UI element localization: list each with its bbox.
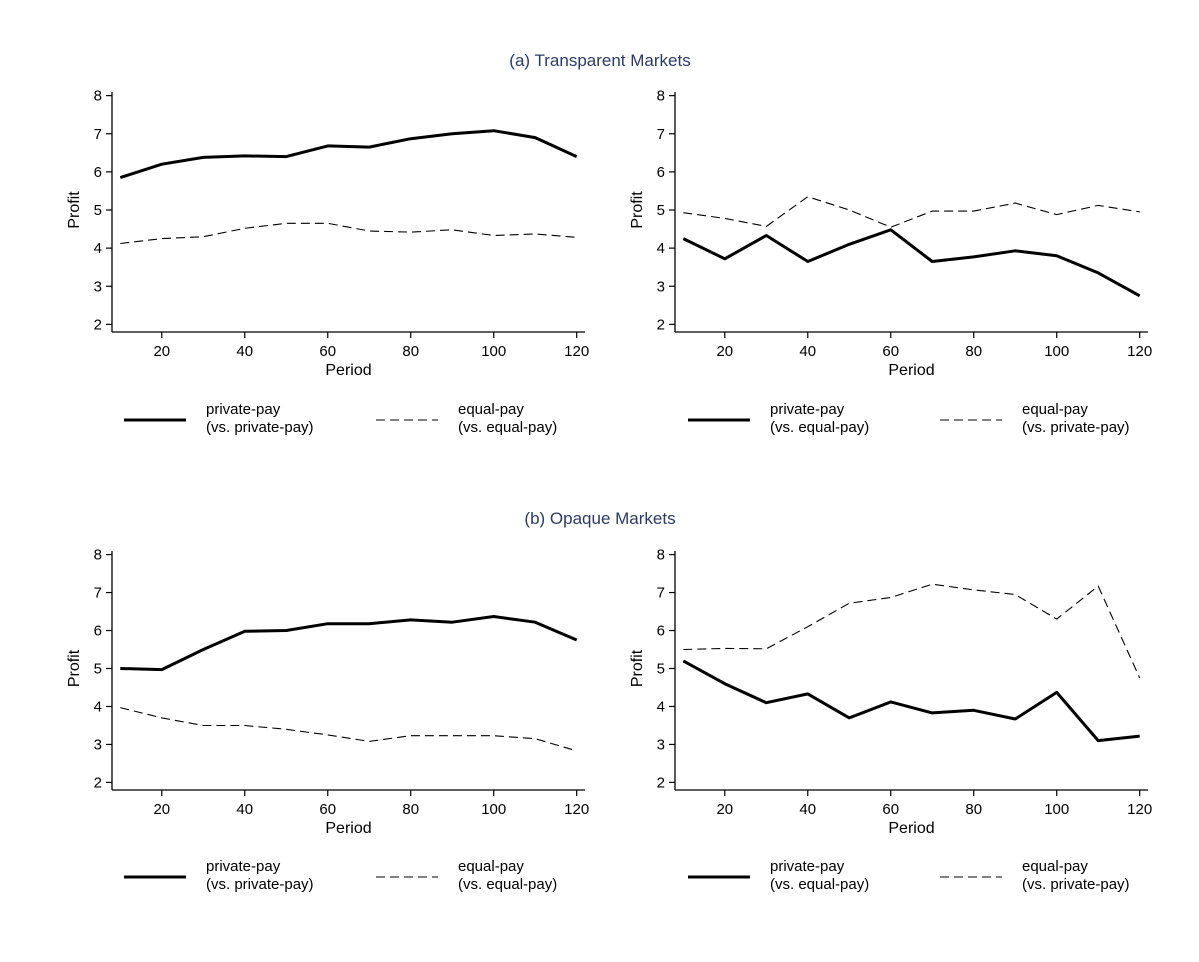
x-tick-label: 120 — [1127, 343, 1152, 360]
legend-label: private-pay (vs. private-pay) — [206, 858, 314, 893]
x-tick-label: 20 — [716, 801, 733, 818]
charts-layer: 2 3 4 5 6 7 8 20 40 60 80 100 120 Period Profit private… — [66, 88, 1152, 893]
legend-label: equal-pay (vs. private-pay) — [1022, 401, 1130, 436]
y-axis-title: Profit — [66, 191, 83, 229]
y-tick-label: 7 — [94, 585, 102, 602]
y-tick-label: 3 — [94, 278, 102, 295]
y-axis-title: Profit — [629, 191, 646, 229]
y-tick-label: 5 — [657, 202, 665, 219]
chart-1: 2 3 4 5 6 7 8 20 40 60 80 100 120 Period Profit private… — [66, 88, 589, 436]
x-tick-label: 120 — [1127, 801, 1152, 818]
y-tick-label: 3 — [657, 278, 665, 295]
y-axis-title: Profit — [66, 649, 83, 687]
x-tick-label: 20 — [153, 801, 170, 818]
legend-label: private-pay (vs. equal-pay) — [770, 401, 869, 436]
y-tick-label: 7 — [657, 126, 665, 143]
x-tick-label: 100 — [481, 801, 506, 818]
x-tick-label: 100 — [481, 343, 506, 360]
legend-label: equal-pay (vs. equal-pay) — [458, 401, 557, 436]
y-tick-label: 8 — [94, 88, 102, 105]
series-line-private-pay — [682, 228, 1141, 298]
y-tick-label: 4 — [94, 698, 102, 715]
x-tick-label: 120 — [564, 801, 589, 818]
y-tick-label: 2 — [657, 774, 665, 791]
series-line-equal-pay — [683, 196, 1140, 228]
y-tick-label: 8 — [657, 88, 665, 105]
x-axis-title: Period — [888, 362, 934, 379]
section-title-transparent: (a) Transparent Markets — [509, 51, 690, 70]
x-tick-label: 60 — [319, 801, 336, 818]
x-tick-label: 100 — [1044, 343, 1069, 360]
chart-4: 2 3 4 5 6 7 8 20 40 60 80 100 120 Period Profit private… — [629, 547, 1152, 893]
y-tick-label: 7 — [657, 585, 665, 602]
y-tick-label: 4 — [657, 698, 665, 715]
legend-label: equal-pay (vs. equal-pay) — [458, 858, 557, 893]
chart-3: 2 3 4 5 6 7 8 20 40 60 80 100 120 Period Profit private… — [66, 547, 589, 893]
x-tick-label: 120 — [564, 343, 589, 360]
x-tick-label: 60 — [882, 801, 899, 818]
x-tick-label: 40 — [236, 801, 253, 818]
y-tick-label: 4 — [94, 240, 102, 257]
x-tick-label: 100 — [1044, 801, 1069, 818]
y-tick-label: 6 — [94, 623, 102, 640]
y-tick-label: 6 — [657, 623, 665, 640]
y-tick-label: 6 — [657, 164, 665, 181]
chart-2: 2 3 4 5 6 7 8 20 40 60 80 100 120 Period Profit private… — [629, 88, 1152, 436]
x-axis-title: Period — [325, 362, 371, 379]
series-line-private-pay — [120, 615, 578, 672]
x-tick-label: 40 — [236, 343, 253, 360]
y-tick-label: 6 — [94, 164, 102, 181]
section-title-opaque: (b) Opaque Markets — [524, 509, 675, 528]
x-axis-title: Period — [325, 820, 371, 837]
series-line-equal-pay — [120, 707, 577, 752]
x-tick-label: 20 — [153, 343, 170, 360]
series-line-private-pay — [682, 659, 1140, 743]
x-tick-label: 80 — [402, 343, 419, 360]
x-tick-label: 20 — [716, 343, 733, 360]
legend-label: private-pay (vs. equal-pay) — [770, 858, 869, 893]
x-tick-label: 80 — [965, 801, 982, 818]
y-tick-label: 2 — [94, 774, 102, 791]
y-tick-label: 5 — [657, 661, 665, 678]
y-tick-label: 2 — [657, 316, 665, 333]
x-tick-label: 60 — [319, 343, 336, 360]
y-tick-label: 7 — [94, 126, 102, 143]
legend-label: private-pay (vs. private-pay) — [206, 401, 314, 436]
y-tick-label: 3 — [94, 736, 102, 753]
y-tick-label: 3 — [657, 736, 665, 753]
y-axis-title: Profit — [629, 649, 646, 687]
series-line-equal-pay — [683, 583, 1141, 679]
x-tick-label: 80 — [402, 801, 419, 818]
y-tick-label: 2 — [94, 316, 102, 333]
y-tick-label: 8 — [94, 547, 102, 564]
series-line-equal-pay — [120, 222, 577, 245]
x-tick-label: 60 — [882, 343, 899, 360]
x-axis-title: Period — [888, 820, 934, 837]
legend-label: equal-pay (vs. private-pay) — [1022, 858, 1130, 893]
x-tick-label: 40 — [799, 343, 816, 360]
x-tick-label: 40 — [799, 801, 816, 818]
x-tick-label: 80 — [965, 343, 982, 360]
y-tick-label: 8 — [657, 547, 665, 564]
y-tick-label: 5 — [94, 202, 102, 219]
series-line-private-pay — [119, 129, 578, 180]
y-tick-label: 5 — [94, 661, 102, 678]
y-tick-label: 4 — [657, 240, 665, 257]
